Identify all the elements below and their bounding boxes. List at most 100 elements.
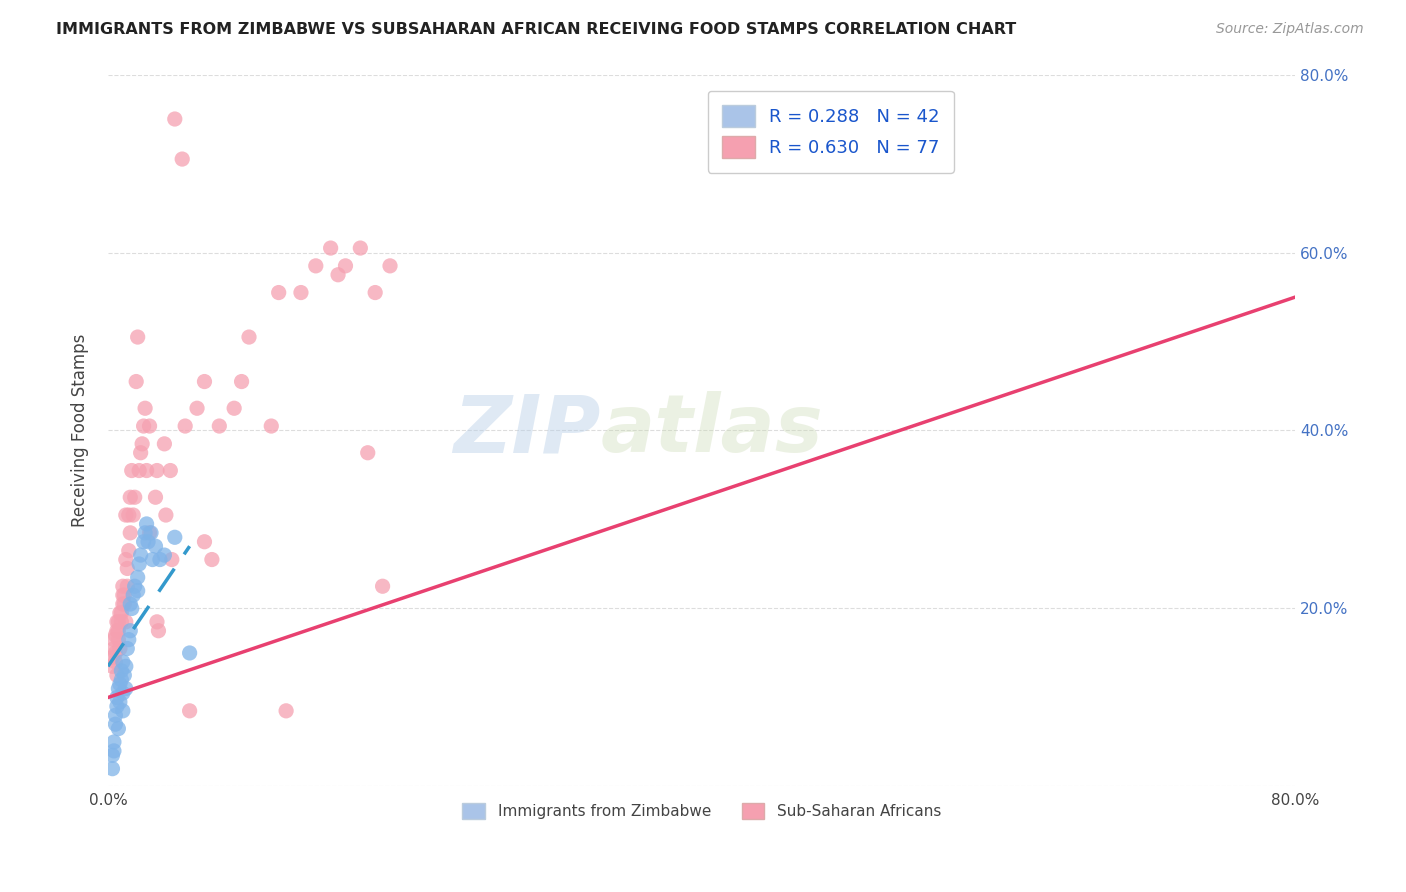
Point <box>111 597 134 611</box>
Point <box>155 508 177 522</box>
Point <box>124 490 146 504</box>
Y-axis label: Receiving Food Stamps: Receiving Food Stamps <box>72 334 89 527</box>
Point <box>114 508 136 522</box>
Text: atlas: atlas <box>600 392 824 469</box>
Point <box>231 375 253 389</box>
Point <box>138 419 160 434</box>
Point <box>104 655 127 669</box>
Point <box>108 695 131 709</box>
Point <box>274 704 297 718</box>
Point <box>108 606 131 620</box>
Point <box>104 708 127 723</box>
Point <box>135 464 157 478</box>
Point <box>129 548 152 562</box>
Point <box>179 646 201 660</box>
Point <box>357 446 380 460</box>
Point <box>186 401 208 416</box>
Point <box>349 241 371 255</box>
Point <box>148 624 170 638</box>
Point <box>110 615 132 629</box>
Point <box>120 597 142 611</box>
Point <box>112 668 135 682</box>
Point <box>128 557 150 571</box>
Point <box>141 552 163 566</box>
Point <box>105 668 128 682</box>
Point <box>260 419 283 434</box>
Point <box>103 641 125 656</box>
Point <box>224 401 246 416</box>
Point <box>117 641 139 656</box>
Point <box>107 615 129 629</box>
Point <box>120 525 142 540</box>
Point <box>111 579 134 593</box>
Point <box>319 241 342 255</box>
Point <box>364 285 387 300</box>
Point <box>305 259 328 273</box>
Point <box>101 762 124 776</box>
Point <box>132 419 155 434</box>
Point <box>104 646 127 660</box>
Point <box>120 490 142 504</box>
Point <box>179 704 201 718</box>
Point <box>111 588 134 602</box>
Point <box>111 655 134 669</box>
Point <box>103 632 125 647</box>
Point <box>111 704 134 718</box>
Point <box>131 437 153 451</box>
Point <box>128 464 150 478</box>
Point <box>107 632 129 647</box>
Point <box>105 690 128 705</box>
Point <box>114 681 136 696</box>
Point <box>114 552 136 566</box>
Point <box>172 152 194 166</box>
Point <box>378 259 401 273</box>
Point <box>107 624 129 638</box>
Point <box>105 699 128 714</box>
Point <box>201 552 224 566</box>
Point <box>145 539 167 553</box>
Point <box>112 588 135 602</box>
Point <box>371 579 394 593</box>
Point <box>326 268 349 282</box>
Point <box>105 615 128 629</box>
Point <box>193 534 215 549</box>
Point <box>117 561 139 575</box>
Point <box>146 464 169 478</box>
Text: ZIP: ZIP <box>453 392 600 469</box>
Point <box>118 632 141 647</box>
Point <box>101 748 124 763</box>
Point <box>110 664 132 678</box>
Point <box>122 508 145 522</box>
Point <box>118 543 141 558</box>
Point <box>208 419 231 434</box>
Point <box>107 681 129 696</box>
Point <box>121 601 143 615</box>
Point <box>193 375 215 389</box>
Point <box>107 722 129 736</box>
Point <box>124 579 146 593</box>
Point <box>127 330 149 344</box>
Point <box>135 516 157 531</box>
Point <box>290 285 312 300</box>
Point <box>138 525 160 540</box>
Point <box>120 624 142 638</box>
Point <box>114 615 136 629</box>
Point <box>335 259 357 273</box>
Point <box>118 508 141 522</box>
Point <box>101 650 124 665</box>
Point <box>160 552 183 566</box>
Point <box>110 673 132 687</box>
Point <box>105 624 128 638</box>
Point <box>163 112 186 126</box>
Point <box>159 464 181 478</box>
Point <box>134 525 156 540</box>
Point <box>267 285 290 300</box>
Point <box>174 419 197 434</box>
Legend: Immigrants from Zimbabwe, Sub-Saharan Africans: Immigrants from Zimbabwe, Sub-Saharan Af… <box>457 797 948 825</box>
Point <box>129 446 152 460</box>
Point <box>153 437 176 451</box>
Point <box>139 525 162 540</box>
Point <box>145 490 167 504</box>
Point <box>132 534 155 549</box>
Point <box>146 615 169 629</box>
